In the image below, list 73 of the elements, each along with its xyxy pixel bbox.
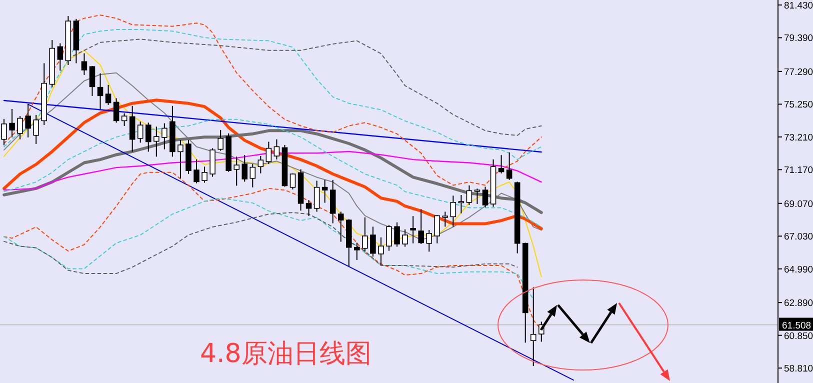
candlestick bbox=[162, 122, 168, 150]
candlestick bbox=[242, 154, 248, 182]
candlestick bbox=[506, 152, 512, 180]
candlestick bbox=[57, 42, 64, 72]
candlestick bbox=[113, 98, 120, 124]
candlestick bbox=[362, 216, 368, 252]
candlestick bbox=[154, 126, 160, 158]
candlestick bbox=[178, 139, 184, 179]
candlestick bbox=[314, 180, 320, 212]
y-tick-label: 75.250 bbox=[784, 100, 813, 111]
y-tick-label: 77.290 bbox=[784, 66, 813, 78]
line-series bbox=[4, 212, 518, 274]
candlestick bbox=[418, 208, 424, 244]
candlestick bbox=[33, 114, 39, 144]
y-tick-label: 67.030 bbox=[784, 232, 813, 243]
candlestick bbox=[202, 166, 208, 184]
candlestick bbox=[370, 226, 376, 258]
candlestick bbox=[474, 188, 480, 205]
candlestick bbox=[290, 172, 296, 190]
candlestick bbox=[129, 105, 136, 152]
annotation: 4.8原油日线图 bbox=[200, 339, 372, 369]
y-tick-label: 58.810 bbox=[784, 364, 813, 375]
candlestick bbox=[394, 222, 400, 248]
candlestick bbox=[17, 116, 23, 140]
candlestick bbox=[9, 108, 15, 138]
y-tick-label: 79.390 bbox=[784, 33, 813, 44]
candlestick bbox=[402, 228, 408, 248]
candlestick bbox=[306, 200, 312, 217]
candlestick bbox=[434, 214, 440, 244]
y-tick-label: 73.210 bbox=[784, 132, 813, 144]
ref-line-label: 61.508 bbox=[782, 320, 812, 332]
candlestick bbox=[97, 72, 104, 110]
candlestick bbox=[250, 164, 256, 188]
candlestick bbox=[266, 141, 272, 165]
line-series bbox=[4, 50, 542, 278]
y-tick-label: 62.890 bbox=[784, 298, 813, 310]
y-tick-label: 71.170 bbox=[784, 165, 813, 176]
candlestick bbox=[89, 65, 96, 96]
candlestick bbox=[81, 52, 88, 76]
candlestick bbox=[426, 230, 432, 252]
candlestick bbox=[137, 121, 144, 144]
line-series bbox=[4, 118, 542, 228]
candlestick bbox=[410, 216, 416, 244]
candlestick bbox=[105, 84, 112, 106]
y-tick-label: 69.070 bbox=[784, 198, 813, 210]
candlestick bbox=[378, 236, 384, 266]
candlestick bbox=[25, 104, 31, 138]
y-tick-label: 60.850 bbox=[784, 330, 813, 342]
candlestick bbox=[258, 156, 264, 174]
candlestick bbox=[234, 156, 240, 186]
candlestick bbox=[450, 195, 456, 228]
candlestick bbox=[498, 154, 504, 174]
candlestick bbox=[458, 194, 464, 214]
candlestick bbox=[322, 179, 328, 204]
candlestick bbox=[274, 138, 280, 160]
line-series bbox=[4, 198, 534, 300]
candlestick bbox=[121, 112, 128, 127]
candlestick bbox=[482, 186, 488, 208]
candlestick bbox=[354, 242, 360, 261]
candlestick bbox=[386, 224, 392, 252]
line-series bbox=[4, 14, 542, 186]
candlestick bbox=[218, 130, 224, 152]
candlestick bbox=[1, 118, 7, 146]
candlestick bbox=[338, 211, 344, 242]
y-tick-label: 64.990 bbox=[784, 264, 813, 276]
candlestick bbox=[442, 211, 448, 228]
line-series bbox=[4, 29, 542, 160]
candlestick bbox=[145, 122, 152, 152]
candlestick bbox=[194, 158, 200, 184]
candlestick bbox=[530, 286, 536, 366]
y-tick-label: 81.430 bbox=[784, 0, 813, 12]
candlestick bbox=[466, 184, 472, 206]
candlestick bbox=[330, 179, 336, 224]
